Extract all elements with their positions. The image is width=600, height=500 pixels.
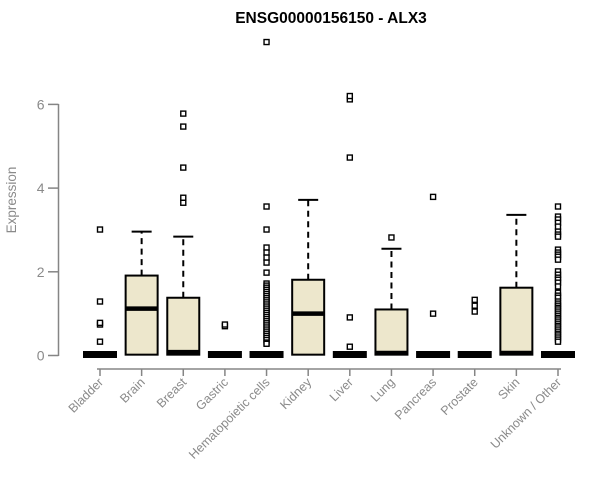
x-tick-label-gastric: Gastric	[193, 375, 231, 413]
outlier-breast	[180, 199, 187, 206]
outlier-pancreas	[429, 193, 437, 201]
outlier-lung	[388, 234, 395, 241]
outlier-gastric	[221, 321, 229, 328]
flat-box-pancreas	[416, 351, 451, 358]
outlier-hematopoietic-cells	[263, 226, 270, 233]
flat-box-liver	[332, 351, 367, 358]
x-tick-label-breast: Breast	[154, 375, 190, 411]
outlier-pancreas	[429, 310, 437, 317]
x-tick-label-brain: Brain	[117, 375, 148, 406]
outlier-liver	[346, 154, 354, 161]
flat-box-gastric	[207, 351, 242, 358]
box-breast	[166, 296, 201, 356]
outlier-hematopoietic-cells	[263, 259, 270, 266]
outlier-hematopoietic-cells	[263, 254, 270, 261]
y-tick-label: 4	[37, 180, 45, 196]
outlier-breast	[180, 110, 187, 117]
outlier-bladder	[96, 298, 104, 305]
chart-title: ENSG00000156150 - ALX3	[235, 10, 427, 27]
y-tick-label: 6	[37, 96, 45, 112]
y-tick-label: 2	[37, 264, 45, 280]
outlier-breast	[180, 194, 187, 201]
outlier-bladder	[96, 226, 104, 233]
outlier-unknown-other	[554, 223, 562, 230]
flat-box-prostate	[457, 351, 492, 358]
outlier-prostate	[471, 308, 478, 315]
x-tick-label-skin: Skin	[495, 375, 522, 402]
outlier-bladder	[96, 319, 104, 327]
outlier-prostate	[471, 296, 478, 304]
outlier-unknown-other	[554, 283, 562, 290]
x-tick-label-unknown-other: Unknown / Other	[488, 375, 564, 451]
y-tick-label: 0	[37, 348, 45, 364]
box-skin	[499, 286, 534, 356]
x-tick-label-lung: Lung	[368, 375, 398, 405]
x-tick-label-kidney: Kidney	[277, 375, 314, 412]
box-lung	[374, 308, 409, 356]
outlier-hematopoietic-cells	[263, 340, 270, 347]
outlier-breast	[180, 164, 187, 171]
outlier-hematopoietic-cells	[263, 244, 270, 251]
x-tick-label-pancreas: Pancreas	[392, 375, 439, 422]
outlier-liver	[346, 92, 354, 100]
x-tick-label-hematopoietic-cells: Hematopoietic cells	[186, 375, 273, 462]
outlier-hematopoietic-cells	[263, 203, 270, 210]
box-brain	[124, 274, 159, 356]
x-tick-label-liver: Liver	[327, 375, 356, 404]
y-axis-title: Expression	[4, 167, 19, 234]
x-tick-label-bladder: Bladder	[66, 375, 106, 415]
outlier-bladder	[96, 338, 104, 345]
outlier-unknown-other	[554, 233, 562, 240]
outlier-breast	[180, 123, 187, 130]
box-kidney	[291, 278, 326, 356]
outlier-prostate	[471, 302, 478, 309]
outlier-hematopoietic-cells	[263, 38, 270, 46]
outlier-hematopoietic-cells	[263, 249, 270, 256]
outlier-hematopoietic-cells	[263, 269, 270, 276]
x-tick-label-prostate: Prostate	[438, 375, 481, 418]
outlier-liver	[346, 314, 354, 321]
outlier-unknown-other	[554, 338, 562, 345]
outlier-unknown-other	[554, 256, 562, 263]
flat-box-hematopoietic-cells	[249, 351, 284, 358]
flat-box-unknown-other	[540, 351, 575, 358]
outlier-liver	[346, 343, 354, 350]
flat-box-bladder	[83, 351, 117, 358]
outlier-unknown-other	[554, 203, 562, 210]
